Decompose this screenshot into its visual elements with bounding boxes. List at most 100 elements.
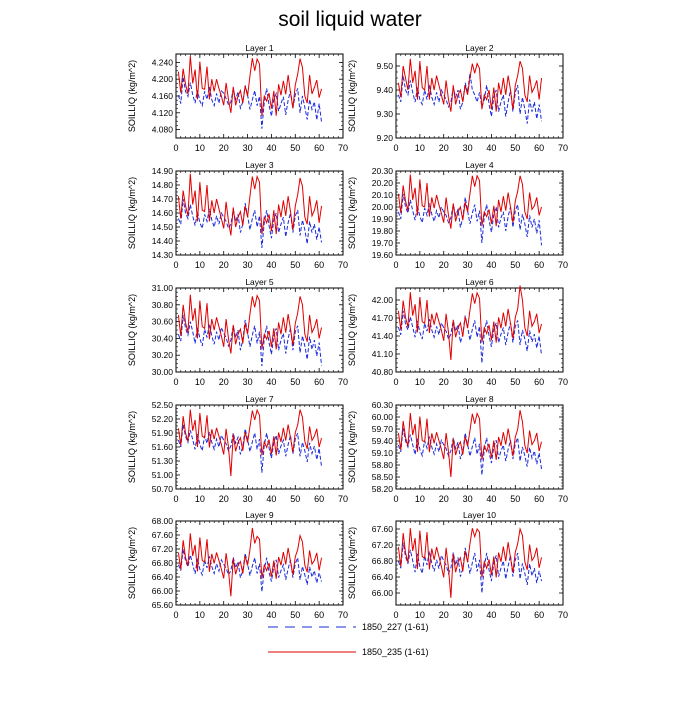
- layer-5-xtick-label: 20: [219, 377, 229, 387]
- layer-7-title: Layer 7: [245, 394, 274, 404]
- layer-6-xtick-label: 20: [439, 377, 449, 387]
- layer-6-axes-frame: [395, 287, 564, 373]
- layer-10-title: Layer 10: [463, 510, 496, 520]
- layer-7-ylabel: SOILLIQ (kg/m^2): [127, 411, 137, 483]
- layer-6-xtick-label: 40: [486, 377, 496, 387]
- layer-6-ylabel: SOILLIQ (kg/m^2): [347, 294, 357, 366]
- layer-2-xtick-label: 50: [510, 143, 520, 153]
- layer-1-ytick-label: 4.120: [152, 108, 174, 118]
- layer-2-ytick-label: 9.50: [376, 61, 393, 71]
- layer-10-xtick-label: 60: [534, 610, 544, 620]
- layer-4-xtick-label: 40: [486, 260, 496, 270]
- layer-8-series-1850-235-line: [397, 410, 543, 478]
- layer-10-xtick-label: 50: [510, 610, 520, 620]
- layer-10-ytick-label: 66.40: [372, 572, 394, 582]
- layer-2-xtick-label: 40: [486, 143, 496, 153]
- layer-2-xtick-label: 70: [558, 143, 568, 153]
- layer-4-xtick-label: 50: [510, 260, 520, 270]
- layer-5-ytick-label: 30.00: [152, 367, 174, 377]
- layer-9-series-1850-227-line: [177, 548, 323, 592]
- layer-6-xtick-label: 60: [534, 377, 544, 387]
- layer-1-xtick-label: 20: [219, 143, 229, 153]
- layer-10-series-1850-235-line: [397, 527, 543, 598]
- layer-7-xtick-label: 60: [314, 494, 324, 504]
- layer-1-ytick-label: 4.080: [152, 125, 174, 135]
- layer-5-series-1850-227-line: [177, 314, 323, 367]
- layer-9-ytick-label: 68.00: [152, 516, 174, 526]
- layer-9-ytick-label: 67.20: [152, 544, 174, 554]
- layer-8-xtick-label: 60: [534, 494, 544, 504]
- layer-7-xtick-label: 40: [266, 494, 276, 504]
- layer-7-ytick-label: 51.30: [152, 456, 174, 466]
- layer-2-series-1850-235-line: [397, 58, 543, 112]
- layer-10-ytick-label: 66.00: [372, 588, 394, 598]
- layer-9-xtick-label: 30: [243, 610, 253, 620]
- layer-6-xtick-label: 70: [558, 377, 568, 387]
- legend-label-1: 1850_227 (1-61): [362, 622, 429, 632]
- legend-label-2: 1850_235 (1-61): [362, 647, 429, 657]
- layer-2-xtick-label: 60: [534, 143, 544, 153]
- layer-7-series-1850-227-line: [177, 424, 323, 473]
- layer-3-series-1850-235-line: [177, 173, 323, 236]
- layer-1-xtick-label: 60: [314, 143, 324, 153]
- layer-3-ytick-label: 14.50: [152, 222, 174, 232]
- layer-3-ytick-label: 14.80: [152, 180, 174, 190]
- layer-7-ytick-label: 52.20: [152, 414, 174, 424]
- layer-5-ylabel: SOILLIQ (kg/m^2): [127, 294, 137, 366]
- layer-8-ytick-label: 58.20: [372, 484, 394, 494]
- layer-3-ytick-label: 14.30: [152, 250, 174, 260]
- layer-6-series-1850-227-line: [397, 310, 543, 364]
- layer-4-ytick-label: 20.00: [372, 202, 394, 212]
- layer-3-ytick-label: 14.60: [152, 208, 174, 218]
- layer-9-xtick-label: 60: [314, 610, 324, 620]
- layer-6-ytick-label: 40.80: [372, 367, 394, 377]
- layer-3-ytick-label: 14.90: [152, 166, 174, 176]
- layer-4-ytick-label: 20.20: [372, 178, 394, 188]
- layer-10-xtick-label: 20: [439, 610, 449, 620]
- layer-5-ytick-label: 31.00: [152, 283, 174, 293]
- layer-10-xtick-label: 10: [415, 610, 425, 620]
- layer-7-xtick-label: 50: [290, 494, 300, 504]
- layer-5-xtick-label: 60: [314, 377, 324, 387]
- layer-10-series-1850-227-line: [397, 542, 543, 594]
- layer-3-xtick-label: 40: [266, 260, 276, 270]
- layer-4-ytick-label: 19.60: [372, 250, 394, 260]
- layer-4-title: Layer 4: [465, 160, 494, 170]
- layer-2-xtick-label: 10: [415, 143, 425, 153]
- layer-4-ytick-label: 19.70: [372, 238, 394, 248]
- layer-9-series-1850-235-line: [177, 527, 323, 597]
- layer-9-ytick-label: 66.00: [152, 586, 174, 596]
- layer-2-ytick-label: 9.40: [376, 85, 393, 95]
- layer-2-title: Layer 2: [465, 43, 494, 53]
- layer-8-xtick-label: 40: [486, 494, 496, 504]
- layer-1-xtick-label: 40: [266, 143, 276, 153]
- layer-8-xtick-label: 70: [558, 494, 568, 504]
- layer-2-xtick-label: 30: [463, 143, 473, 153]
- layer-1-xtick-label: 0: [173, 143, 178, 153]
- layer-9-xtick-label: 10: [195, 610, 205, 620]
- layer-4-xtick-label: 70: [558, 260, 568, 270]
- layer-6-xtick-label: 50: [510, 377, 520, 387]
- layer-3-ytick-label: 14.40: [152, 236, 174, 246]
- layer-8-xtick-label: 0: [393, 494, 398, 504]
- layer-9-ytick-label: 66.80: [152, 558, 174, 568]
- layer-4-series-1850-227-line: [397, 193, 543, 246]
- layer-1-xtick-label: 50: [290, 143, 300, 153]
- layer-9-ylabel: SOILLIQ (kg/m^2): [127, 527, 137, 599]
- layer-2-series-1850-227-line: [397, 73, 543, 124]
- layer-8-ytick-label: 59.70: [372, 424, 394, 434]
- layer-1-series-1850-235-line: [177, 56, 323, 116]
- layer-3-xtick-label: 50: [290, 260, 300, 270]
- layer-6-xtick-label: 30: [463, 377, 473, 387]
- layer-8-ytick-label: 59.40: [372, 436, 394, 446]
- layer-5-series-1850-235-line: [177, 293, 323, 354]
- layer-4-xtick-label: 60: [534, 260, 544, 270]
- layer-3-series-1850-227-line: [177, 198, 323, 249]
- layer-6-xtick-label: 10: [415, 377, 425, 387]
- layer-2-axes-frame: [395, 53, 564, 139]
- layer-8-xtick-label: 30: [463, 494, 473, 504]
- layer-10-ytick-label: 67.20: [372, 540, 394, 550]
- layer-4-xtick-label: 10: [415, 260, 425, 270]
